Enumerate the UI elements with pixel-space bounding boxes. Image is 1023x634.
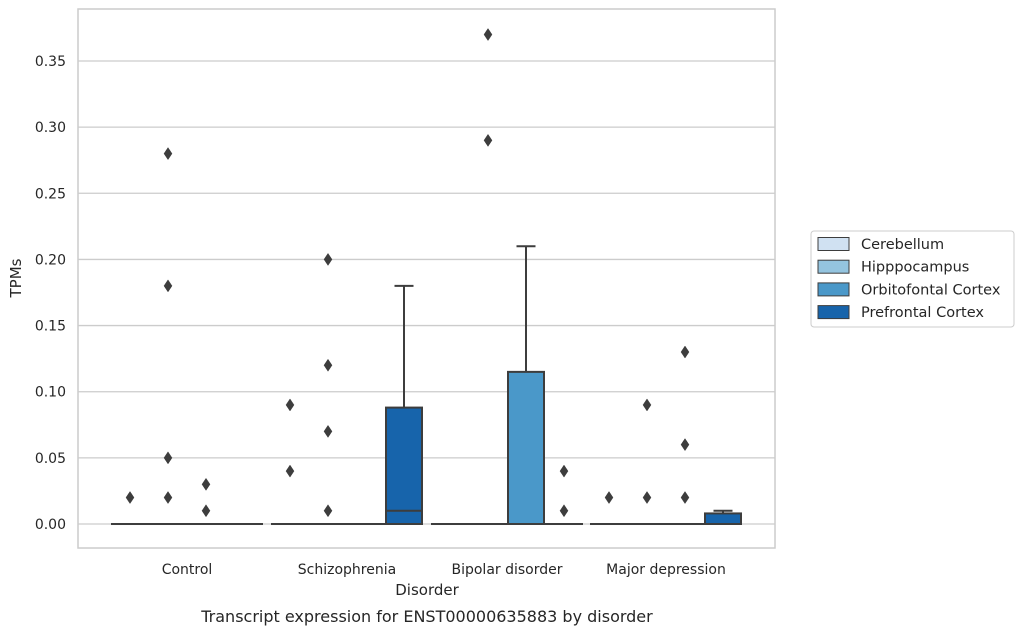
gridlines: [78, 60, 775, 525]
outlier-point: [201, 477, 211, 491]
legend-swatch: [817, 282, 850, 297]
outlier-point: [201, 504, 211, 518]
outlier-point: [559, 504, 569, 518]
legend: Cerebellum Hipppocampus Orbitofontal Corte…: [810, 230, 1015, 328]
outlier-point: [163, 451, 173, 465]
box-groups: [111, 28, 742, 526]
x-tick-label: Schizophrenia: [298, 562, 396, 578]
y-axis-ticks: 0.00 0.05 0.10 0.15 0.20 0.25 0.30 0.35: [35, 54, 66, 533]
outlier-point: [559, 464, 569, 478]
outlier-point: [642, 491, 652, 504]
box-cerebellum: [111, 491, 149, 526]
box-hipppocampus: [309, 252, 347, 526]
box-hipppocampus: [149, 147, 187, 526]
outlier-point: [285, 398, 295, 412]
x-axis-ticks: Control Schizophrenia Bipolar disorder Majo…: [162, 562, 726, 578]
legend-swatch: [817, 237, 850, 251]
box-orbitofontal-cortex: [507, 245, 545, 525]
outlier-point: [323, 252, 333, 266]
outlier-point: [680, 438, 690, 452]
outlier-point: [642, 398, 652, 412]
box-cerebellum: [271, 398, 309, 526]
x-tick-label: Major depression: [606, 562, 726, 578]
legend-label: Orbitofontal Cortex: [861, 282, 1001, 298]
outlier-point: [323, 504, 333, 518]
x-tick-label: Control: [162, 562, 213, 578]
box-body: [385, 406, 423, 525]
box-prefrontal-cortex: [385, 284, 423, 525]
box-prefrontal-cortex: [704, 509, 742, 525]
outlier-point: [483, 28, 493, 41]
y-axis-title: TPMs: [7, 258, 25, 298]
outlier-point: [285, 464, 295, 478]
chart-caption: Transcript expression for ENST0000063588…: [200, 607, 653, 626]
legend-swatch: [817, 259, 850, 274]
outlier-point: [323, 358, 333, 372]
outlier-point: [604, 491, 614, 504]
y-tick-label: 0.10: [35, 385, 66, 401]
outlier-point: [163, 491, 173, 504]
y-tick-label: 0.25: [35, 186, 66, 202]
legend-frame: [810, 230, 1015, 328]
legend-label: Cerebellum: [861, 237, 944, 253]
legend-label: Prefrontal Cortex: [861, 305, 984, 321]
box-hipppocampus: [628, 398, 666, 526]
outlier-point: [680, 491, 690, 504]
x-axis-title: Disorder: [395, 581, 459, 599]
y-tick-label: 0.20: [35, 252, 66, 268]
outlier-point: [125, 491, 135, 504]
box-body: [507, 370, 545, 525]
x-tick-label: Bipolar disorder: [451, 562, 562, 578]
plot-area-frame: [77, 8, 776, 549]
legend-label: Hipppocampus: [861, 260, 969, 276]
y-tick-label: 0.35: [35, 54, 66, 70]
y-tick-label: 0.30: [35, 120, 66, 136]
box-hipppocampus: [469, 28, 507, 526]
outlier-point: [163, 279, 173, 293]
box-body: [704, 512, 742, 525]
outlier-point: [163, 147, 173, 161]
outlier-point: [680, 345, 690, 359]
y-tick-label: 0.15: [35, 319, 66, 335]
legend-swatch: [817, 305, 850, 320]
box-prefrontal-cortex: [545, 464, 583, 526]
box-cerebellum: [590, 491, 628, 526]
box-orbitofontal-cortex: [666, 345, 704, 526]
outlier-point: [483, 133, 493, 147]
y-tick-label: 0.00: [35, 517, 66, 533]
outlier-point: [323, 424, 333, 438]
y-tick-label: 0.05: [35, 451, 66, 467]
box-orbitofontal-cortex: [187, 477, 225, 526]
